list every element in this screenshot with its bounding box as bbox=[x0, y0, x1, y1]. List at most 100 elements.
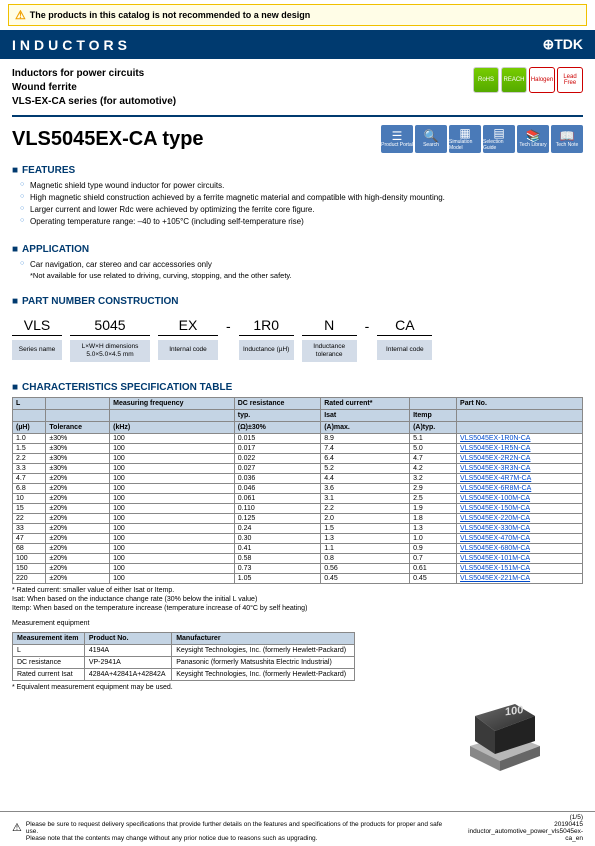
spec-cell: 0.73 bbox=[234, 563, 320, 573]
spec-row: 150±20%1000.730.560.61VLS5045EX-151M-CA bbox=[13, 563, 583, 573]
equip-row: DC resistanceVP-2941APanasonic (formerly… bbox=[13, 656, 355, 668]
spec-cell: 1.5 bbox=[321, 523, 410, 533]
part-link[interactable]: VLS5045EX-680M-CA bbox=[460, 545, 530, 552]
spec-header-cell bbox=[110, 409, 235, 421]
toolbar-button[interactable]: ▤Selection Guide bbox=[483, 125, 515, 153]
part-link[interactable]: VLS5045EX-470M-CA bbox=[460, 535, 530, 542]
spec-row: 15±20%1000.1102.21.9VLS5045EX-150M-CA bbox=[13, 503, 583, 513]
spec-header-cell: L bbox=[13, 397, 46, 409]
pn-segment: CAInternal code bbox=[377, 315, 432, 360]
part-link[interactable]: VLS5045EX-6R8M-CA bbox=[460, 485, 531, 492]
spec-header-cell: Isat bbox=[321, 409, 410, 421]
equip-cell: Rated current Isat bbox=[13, 668, 85, 680]
pn-segment: VLSSeries name bbox=[12, 315, 62, 360]
spec-header-cell: (kHz) bbox=[110, 421, 235, 433]
part-link[interactable]: VLS5045EX-1R0N-CA bbox=[460, 435, 530, 442]
part-link[interactable]: VLS5045EX-2R2N-CA bbox=[460, 455, 530, 462]
part-link[interactable]: VLS5045EX-100M-CA bbox=[460, 495, 530, 502]
header-bar: INDUCTORS ⊕TDK bbox=[0, 30, 595, 59]
spec-cell: ±20% bbox=[46, 563, 110, 573]
spec-cell: 1.9 bbox=[410, 503, 457, 513]
spec-cell: 3.6 bbox=[321, 483, 410, 493]
spec-row: 100±20%1000.580.80.7VLS5045EX-101M-CA bbox=[13, 553, 583, 563]
part-link[interactable]: VLS5045EX-221M-CA bbox=[460, 575, 530, 582]
part-link[interactable]: VLS5045EX-330M-CA bbox=[460, 525, 530, 532]
spec-cell: ±20% bbox=[46, 553, 110, 563]
spec-cell: 100 bbox=[110, 553, 235, 563]
spec-cell: 15 bbox=[13, 503, 46, 513]
pn-segment: 5045L×W×H dimensions 5.0×5.0×4.5 mm bbox=[70, 315, 150, 362]
spec-cell: VLS5045EX-6R8M-CA bbox=[457, 483, 583, 493]
spec-header-cell: Itemp bbox=[410, 409, 457, 421]
product-marking: 100 bbox=[505, 704, 523, 719]
spec-cell: VLS5045EX-221M-CA bbox=[457, 573, 583, 583]
spec-cell: ±30% bbox=[46, 433, 110, 443]
toolbar-button[interactable]: 📚Tech Library bbox=[517, 125, 549, 153]
toolbar-button[interactable]: ▦Simulation Model bbox=[449, 125, 481, 153]
part-link[interactable]: VLS5045EX-4R7M-CA bbox=[460, 475, 531, 482]
spec-cell: 100 bbox=[110, 443, 235, 453]
toolbar-button[interactable]: 📖Tech Note bbox=[551, 125, 583, 153]
footer-warn-line: Please note that the contents may change… bbox=[26, 835, 452, 842]
spec-cell: 5.0 bbox=[410, 443, 457, 453]
product-image: 100 bbox=[445, 696, 555, 776]
part-link[interactable]: VLS5045EX-151M-CA bbox=[460, 565, 530, 572]
spec-cell: 0.125 bbox=[234, 513, 320, 523]
spec-header-cell: (µH) bbox=[13, 421, 46, 433]
spec-cell: 100 bbox=[110, 483, 235, 493]
spec-cell: 2.2 bbox=[13, 453, 46, 463]
spec-cell: 0.036 bbox=[234, 473, 320, 483]
reach-badge: REACH bbox=[501, 67, 527, 93]
pn-dash: - bbox=[365, 315, 370, 334]
spec-heading: CHARACTERISTICS SPECIFICATION TABLE bbox=[12, 382, 583, 393]
spec-cell: VLS5045EX-220M-CA bbox=[457, 513, 583, 523]
spec-cell: VLS5045EX-2R2N-CA bbox=[457, 453, 583, 463]
spec-cell: 100 bbox=[110, 543, 235, 553]
toolbar-button[interactable]: ☰Product Portal bbox=[381, 125, 413, 153]
spec-cell: ±30% bbox=[46, 443, 110, 453]
spec-cell: 2.5 bbox=[410, 493, 457, 503]
equip-header: Product No. bbox=[84, 632, 171, 644]
spec-cell: 1.8 bbox=[410, 513, 457, 523]
leadfree-badge: Lead Free bbox=[557, 67, 583, 93]
spec-row: 47±20%1000.301.31.0VLS5045EX-470M-CA bbox=[13, 533, 583, 543]
part-link[interactable]: VLS5045EX-150M-CA bbox=[460, 505, 530, 512]
spec-row: 68±20%1000.411.10.9VLS5045EX-680M-CA bbox=[13, 543, 583, 553]
pn-dash: - bbox=[226, 315, 231, 334]
part-link[interactable]: VLS5045EX-1R5N-CA bbox=[460, 445, 530, 452]
spec-cell: 100 bbox=[110, 493, 235, 503]
spec-cell: VLS5045EX-4R7M-CA bbox=[457, 473, 583, 483]
subtitle-line: VLS-EX-CA series (for automotive) bbox=[12, 95, 176, 109]
spec-cell: 2.2 bbox=[321, 503, 410, 513]
spec-header-cell: DC resistance bbox=[234, 397, 320, 409]
spec-note: * Rated current: smaller value of either… bbox=[12, 586, 583, 595]
equip-header: Manufacturer bbox=[172, 632, 354, 644]
spec-cell: 0.41 bbox=[234, 543, 320, 553]
spec-cell: ±20% bbox=[46, 573, 110, 583]
spec-cell: 1.0 bbox=[410, 533, 457, 543]
equip-cell: VP-2941A bbox=[84, 656, 171, 668]
part-link[interactable]: VLS5045EX-101M-CA bbox=[460, 555, 530, 562]
spec-cell: 0.061 bbox=[234, 493, 320, 503]
spec-cell: 1.3 bbox=[410, 523, 457, 533]
part-link[interactable]: VLS5045EX-3R3N-CA bbox=[460, 465, 530, 472]
spec-cell: 0.015 bbox=[234, 433, 320, 443]
subtitle-line: Inductors for power circuits bbox=[12, 67, 176, 81]
spec-cell: 0.45 bbox=[410, 573, 457, 583]
equip-header: Measurement item bbox=[13, 632, 85, 644]
part-link[interactable]: VLS5045EX-220M-CA bbox=[460, 515, 530, 522]
caution-icon: ⚠ bbox=[12, 821, 22, 842]
spec-cell: VLS5045EX-3R3N-CA bbox=[457, 463, 583, 473]
spec-row: 6.8±20%1000.0463.62.9VLS5045EX-6R8M-CA bbox=[13, 483, 583, 493]
spec-cell: 0.110 bbox=[234, 503, 320, 513]
partnumber-heading: PART NUMBER CONSTRUCTION bbox=[12, 296, 583, 307]
spec-cell: 3.3 bbox=[13, 463, 46, 473]
toolbar-button[interactable]: 🔍Search bbox=[415, 125, 447, 153]
spec-cell: 0.9 bbox=[410, 543, 457, 553]
spec-row: 2.2±30%1000.0226.44.7VLS5045EX-2R2N-CA bbox=[13, 453, 583, 463]
rohs-badge: RoHS bbox=[473, 67, 499, 93]
equip-cell: Keysight Technologies, Inc. (formerly He… bbox=[172, 644, 354, 656]
spec-cell: VLS5045EX-680M-CA bbox=[457, 543, 583, 553]
spec-cell: 47 bbox=[13, 533, 46, 543]
spec-header-cell bbox=[46, 397, 110, 409]
